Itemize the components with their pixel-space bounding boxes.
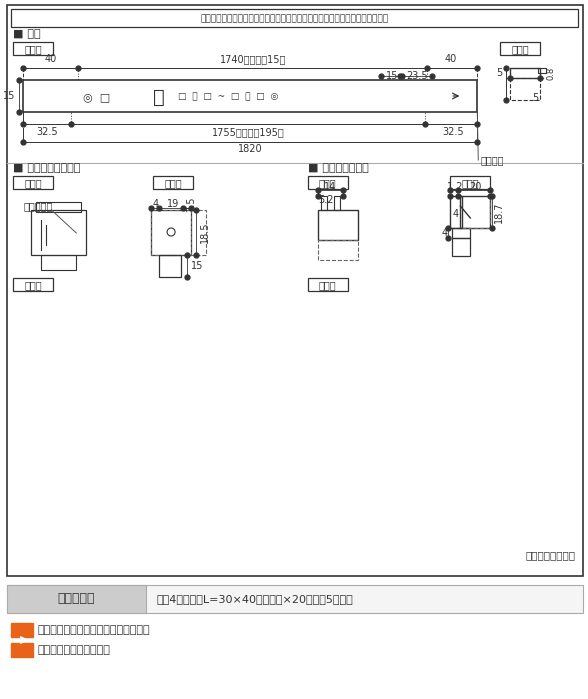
Text: ■ 棚柱: ■ 棚柱 [14, 29, 41, 39]
Text: 材質：ステンレス: 材質：ステンレス [525, 550, 575, 560]
Text: ■ 棚受・シンプル: ■ 棚受・シンプル [308, 163, 369, 173]
Text: ◎  □: ◎ □ [83, 92, 111, 102]
Text: 18.5: 18.5 [200, 222, 210, 243]
Text: 困難な場合があります。: 困難な場合があります。 [38, 645, 111, 655]
Text: 1 2: 1 2 [447, 182, 462, 192]
Text: 18.7: 18.7 [495, 201, 505, 223]
Text: 0.8: 0.8 [546, 66, 555, 80]
Text: ゴムカバー: ゴムカバー [24, 201, 53, 211]
Text: 32.5: 32.5 [443, 127, 464, 137]
Text: 側面図: 側面図 [462, 178, 479, 188]
Text: 上面図: 上面図 [512, 44, 529, 54]
Text: 1820: 1820 [238, 144, 263, 154]
Text: 40: 40 [444, 54, 456, 64]
Text: 正面図: 正面図 [25, 178, 42, 188]
Text: 正面図: 正面図 [25, 44, 42, 54]
Polygon shape [12, 643, 34, 657]
FancyBboxPatch shape [6, 585, 583, 613]
Text: 矢印刻印: 矢印刻印 [480, 155, 504, 165]
Text: 7.5: 7.5 [186, 196, 196, 212]
Text: 上面図: 上面図 [319, 280, 336, 290]
Text: 1740（ピッチ15）: 1740（ピッチ15） [220, 54, 286, 64]
FancyBboxPatch shape [6, 585, 146, 613]
Text: 32.5: 32.5 [36, 127, 58, 137]
Text: 正面図: 正面図 [319, 178, 336, 188]
Text: セット内容: セット内容 [58, 593, 95, 605]
Text: 15: 15 [3, 91, 15, 101]
Text: 棚柱4本／ビスL=30×40本／棚受×20個（棚5枚分）: 棚柱4本／ビスL=30×40本／棚受×20個（棚5枚分） [156, 594, 353, 604]
Text: 4: 4 [442, 228, 447, 238]
Text: 5.2: 5.2 [318, 195, 333, 205]
Text: ステンレス棚柱は、現場でのカットが: ステンレス棚柱は、現場でのカットが [38, 625, 150, 635]
Text: 5: 5 [532, 93, 538, 103]
Text: 4: 4 [452, 209, 459, 219]
FancyBboxPatch shape [12, 623, 34, 637]
Text: □  ろ  □  ~  □  ー  □  ◎: □ ろ □ ~ □ ー □ ◎ [178, 92, 279, 101]
Text: ※棚受差し込み部分に便利な番号を表示。差し込み位置が一目でわかります。: ※棚受差し込み部分に便利な番号を表示。差し込み位置が一目でわかります。 [201, 15, 389, 24]
Text: 15: 15 [191, 261, 203, 271]
Polygon shape [12, 623, 34, 637]
Text: 19: 19 [167, 199, 179, 209]
Text: 4: 4 [152, 199, 158, 209]
Text: 23.5: 23.5 [407, 71, 428, 81]
Text: 20: 20 [469, 182, 482, 192]
Text: 1755（ピッチ195）: 1755（ピッチ195） [212, 127, 284, 137]
Text: ■ 棚受・ゴムカバー: ■ 棚受・ゴムカバー [14, 163, 81, 173]
Text: 14: 14 [323, 182, 336, 192]
Text: 15: 15 [386, 71, 399, 81]
Text: 40: 40 [44, 54, 56, 64]
Text: 〜: 〜 [153, 87, 165, 106]
Text: 5: 5 [496, 68, 502, 78]
Text: 側面図: 側面図 [164, 178, 182, 188]
Text: 上面図: 上面図 [25, 280, 42, 290]
